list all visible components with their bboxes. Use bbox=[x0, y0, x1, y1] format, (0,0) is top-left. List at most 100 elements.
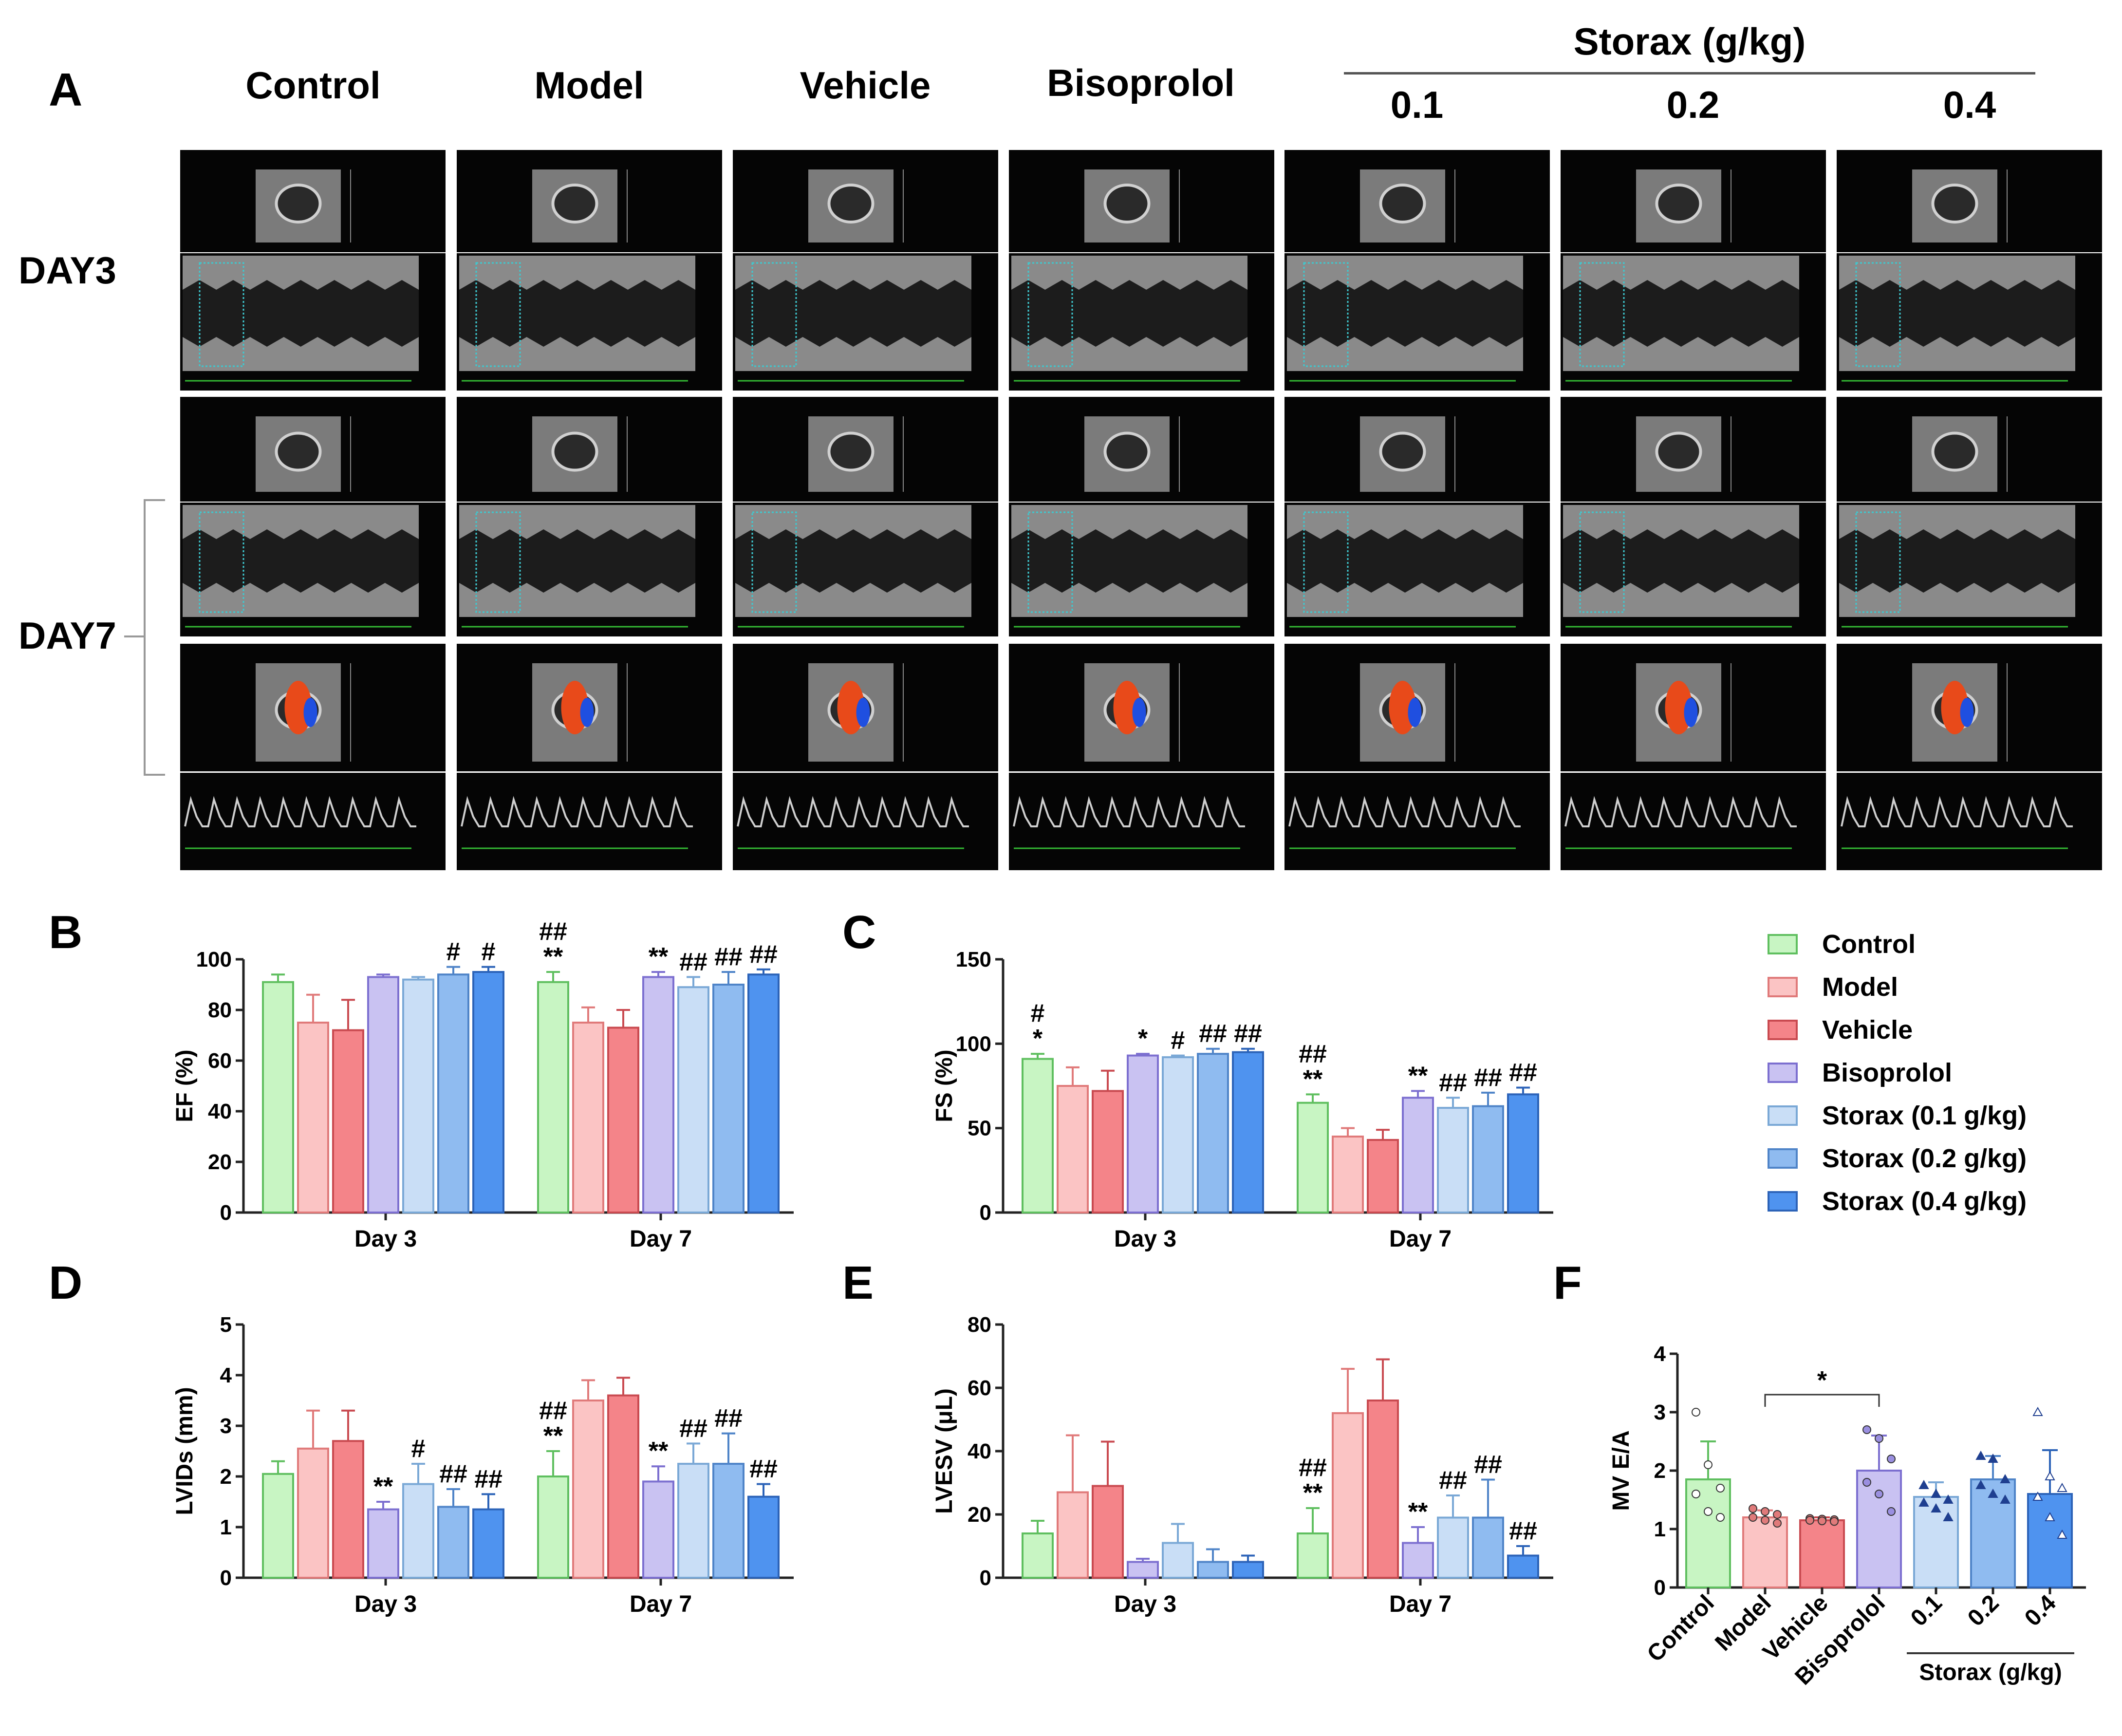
x-tick-label: Day 3 bbox=[1114, 1226, 1176, 1251]
panel-label-b: B bbox=[49, 906, 83, 958]
y-tick-label: 4 bbox=[1654, 1342, 1666, 1366]
data-point bbox=[2032, 1406, 2043, 1416]
significance-label: ## bbox=[1299, 1454, 1327, 1482]
bar bbox=[1057, 1085, 1089, 1213]
bar bbox=[1437, 1107, 1469, 1214]
data-point bbox=[1773, 1510, 1782, 1519]
legend-item-vehicle: Vehicle bbox=[1768, 1008, 2118, 1051]
legend-label-storax-0-4: Storax (0.4 g/kg) bbox=[1822, 1187, 2027, 1216]
y-tick-label: 1 bbox=[1654, 1517, 1666, 1541]
significance-label: ## bbox=[1509, 1517, 1537, 1545]
significance-label: ## bbox=[1474, 1451, 1502, 1479]
bar bbox=[537, 1475, 569, 1579]
echo-image-4-4 bbox=[1284, 644, 1550, 771]
y-tick-label: 60 bbox=[208, 1049, 232, 1073]
echo-image-4-5 bbox=[1284, 773, 1550, 870]
y-tick-label: 40 bbox=[968, 1439, 991, 1463]
y-tick-label: 100 bbox=[956, 1032, 991, 1056]
x-tick-label: 0.2 bbox=[1963, 1590, 2004, 1631]
bar bbox=[642, 1480, 674, 1579]
data-point bbox=[1931, 1503, 1941, 1512]
data-point bbox=[2000, 1494, 2010, 1504]
significance-label: ** bbox=[1303, 1479, 1323, 1507]
y-tick-label: 1 bbox=[220, 1515, 232, 1539]
bar bbox=[262, 1473, 294, 1579]
bar bbox=[437, 973, 469, 1213]
echo-image-2-3 bbox=[733, 503, 998, 636]
data-point bbox=[2057, 1529, 2067, 1539]
echo-image-1-2 bbox=[457, 397, 722, 502]
x-tick-label: 0.1 bbox=[1906, 1590, 1947, 1631]
data-point bbox=[1749, 1513, 1757, 1522]
data-point bbox=[1773, 1519, 1782, 1528]
echo-frame bbox=[1837, 773, 2102, 870]
significance-label: ** bbox=[649, 1437, 669, 1465]
bar bbox=[332, 1440, 364, 1579]
echo-doppler-wave bbox=[1841, 796, 2073, 827]
data-point bbox=[2045, 1471, 2055, 1480]
echo-image-6-3 bbox=[1837, 503, 2102, 636]
y-tick-label: 5 bbox=[220, 1313, 232, 1337]
echo-mmode-cavity bbox=[183, 280, 419, 347]
echo-mmode-cavity bbox=[183, 529, 419, 593]
echo-trace bbox=[199, 262, 244, 367]
data-point bbox=[1830, 1517, 1839, 1526]
x-tick-label: Day 3 bbox=[1114, 1591, 1176, 1617]
bar bbox=[1092, 1090, 1124, 1213]
bar bbox=[572, 1400, 604, 1579]
bar bbox=[1742, 1516, 1788, 1588]
significance-bracket bbox=[1764, 1394, 1880, 1407]
bar bbox=[1332, 1412, 1364, 1579]
echo-image-6-5 bbox=[1837, 773, 2102, 870]
bar bbox=[1507, 1554, 1539, 1579]
echo-doppler-blue bbox=[580, 698, 594, 727]
bar bbox=[437, 1506, 469, 1579]
significance-label: ## bbox=[1299, 1040, 1327, 1068]
significance-label: # bbox=[1031, 999, 1045, 1027]
y-axis-label: EF (%) bbox=[172, 1049, 198, 1122]
data-point bbox=[1875, 1490, 1883, 1498]
echo-image-3-0 bbox=[1009, 150, 1274, 252]
significance-label: # bbox=[482, 938, 496, 966]
bar bbox=[607, 1394, 639, 1579]
echo-image-3-2 bbox=[1009, 397, 1274, 502]
significance-label: ## bbox=[679, 1414, 707, 1442]
echo-ventricle bbox=[1931, 431, 1978, 472]
bar bbox=[1232, 1051, 1264, 1213]
col-header-control: Control bbox=[245, 64, 381, 107]
significance-label: ## bbox=[714, 943, 743, 971]
legend-swatch-storax-0-2 bbox=[1768, 1148, 1798, 1169]
bar bbox=[747, 1495, 780, 1579]
echo-image-1-5 bbox=[457, 773, 722, 870]
bar bbox=[1022, 1058, 1054, 1213]
bar bbox=[1197, 1561, 1229, 1579]
echo-image-5-2 bbox=[1561, 397, 1826, 502]
significance-label: ## bbox=[1439, 1068, 1467, 1097]
echo-image-grid bbox=[180, 150, 2102, 870]
echo-ventricle bbox=[275, 184, 322, 224]
significance-label: # bbox=[447, 938, 461, 966]
col-header-bisoprolol: Bisoprolol bbox=[1047, 61, 1235, 104]
echo-ventricle bbox=[551, 184, 598, 224]
echo-trace bbox=[1855, 262, 1901, 367]
data-point bbox=[1918, 1497, 1929, 1507]
bar bbox=[1162, 1542, 1194, 1579]
data-point bbox=[1692, 1408, 1700, 1417]
data-point bbox=[1988, 1488, 1998, 1498]
significance-label: ## bbox=[749, 940, 778, 969]
y-tick-label: 20 bbox=[208, 1150, 232, 1174]
x-tick-label: 0.4 bbox=[2020, 1590, 2061, 1631]
row-label-day7: DAY7 bbox=[19, 614, 116, 657]
echo-doppler-wave bbox=[737, 796, 969, 827]
significance-label: * bbox=[1817, 1366, 1827, 1395]
y-tick-label: 20 bbox=[968, 1503, 991, 1527]
echo-image-4-2 bbox=[1284, 397, 1550, 502]
echo-mmode-cavity bbox=[1563, 529, 1799, 593]
echo-image-4-3 bbox=[1284, 503, 1550, 636]
bar bbox=[1127, 1561, 1159, 1579]
bar bbox=[1162, 1056, 1194, 1213]
echo-trace bbox=[475, 262, 521, 367]
legend-item-control: Control bbox=[1768, 923, 2118, 966]
data-point bbox=[2045, 1512, 2055, 1521]
